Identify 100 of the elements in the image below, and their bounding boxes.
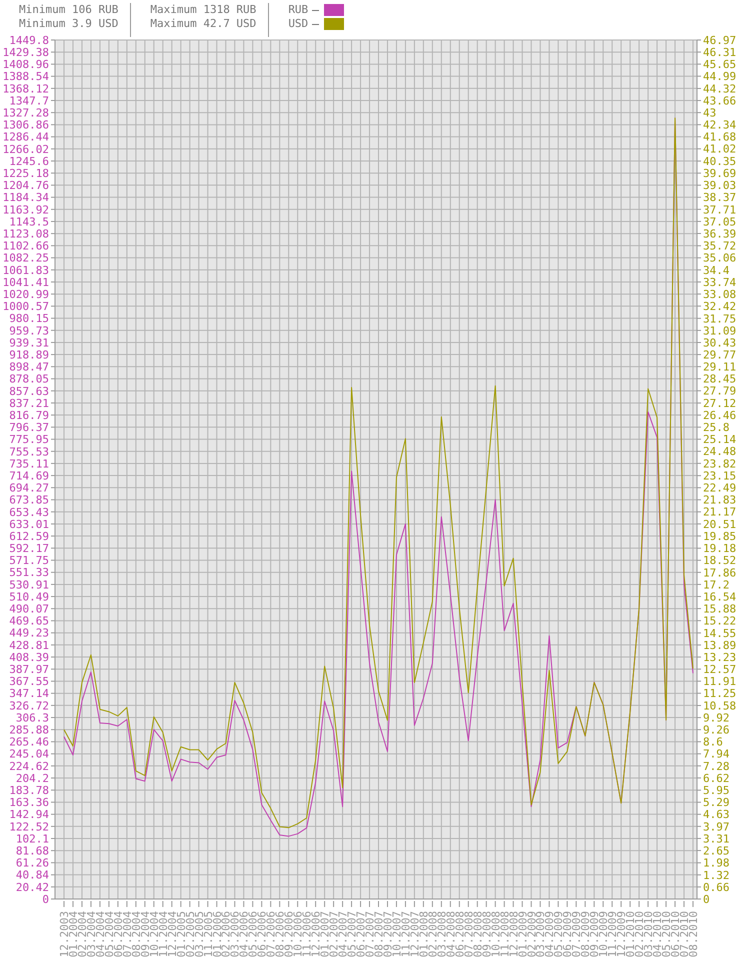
y-tick-label: 1041.41 bbox=[2, 276, 49, 289]
y-tick-label: 1061.83 bbox=[2, 264, 49, 277]
y2-tick-label: 35.72 bbox=[703, 240, 736, 253]
text: Maximum 1318 RUB bbox=[150, 3, 256, 17]
y-tick-label: 81.68 bbox=[16, 844, 49, 858]
y2-tick-label: 3.97 bbox=[703, 820, 730, 834]
y-tick-label: 449.23 bbox=[9, 626, 49, 640]
y-tick-label: 775.95 bbox=[9, 433, 49, 446]
y-tick-label: 1000.57 bbox=[2, 300, 49, 314]
y-tick-label: 163.36 bbox=[9, 796, 49, 810]
y-tick-label: 959.73 bbox=[9, 324, 49, 338]
y-tick-label: 326.72 bbox=[9, 699, 49, 712]
y2-tick-label: 6.62 bbox=[703, 772, 730, 785]
y2-tick-label: 26.46 bbox=[703, 408, 736, 422]
y2-tick-label: 15.22 bbox=[703, 614, 736, 628]
y-tick-label: 612.59 bbox=[9, 530, 49, 543]
y-tick-label: 408.39 bbox=[9, 650, 49, 664]
y-tick-label: 918.89 bbox=[9, 348, 49, 362]
y2-tick-label: 38.37 bbox=[703, 191, 736, 204]
y-tick-label: 1102.66 bbox=[2, 240, 49, 253]
y2-tick-label: 14.55 bbox=[703, 626, 736, 640]
y2-tick-label: 46.31 bbox=[703, 46, 736, 59]
y2-tick-label: 27.79 bbox=[703, 384, 736, 398]
y-tick-label: 1204.76 bbox=[2, 179, 49, 192]
y-tick-label: 1429.38 bbox=[2, 46, 49, 60]
y-tick-label: 245.04 bbox=[9, 748, 50, 761]
y-tick-label: 1347.7 bbox=[9, 94, 49, 108]
y-tick-label: 40.84 bbox=[16, 868, 50, 882]
y2-tick-label: 20.51 bbox=[703, 518, 736, 531]
y-tick-label: 1449.8 bbox=[9, 34, 49, 47]
y-tick-label: 653.43 bbox=[9, 506, 49, 519]
y2-tick-label: 24.48 bbox=[703, 445, 736, 458]
y2-tick-label: 31.09 bbox=[703, 324, 736, 338]
y-tick-label: 837.21 bbox=[9, 396, 49, 410]
y2-tick-label: 30.43 bbox=[703, 336, 736, 350]
y2-tick-label: 44.32 bbox=[703, 82, 736, 96]
y2-tick-label: 40.35 bbox=[703, 154, 736, 168]
y-tick-label: 61.26 bbox=[16, 856, 49, 870]
y-tick-label: 387.97 bbox=[9, 663, 49, 676]
y2-tick-label: 1.98 bbox=[703, 856, 730, 870]
y-tick-label: 1388.54 bbox=[2, 70, 50, 84]
y-tick-label: 1408.96 bbox=[2, 58, 49, 72]
y2-tick-label: 2.65 bbox=[703, 844, 730, 858]
y-tick-label: 939.31 bbox=[9, 336, 49, 350]
y-tick-label: 285.88 bbox=[9, 724, 49, 737]
y-tick-label: 1143.5 bbox=[9, 215, 49, 228]
y2-tick-label: 9.92 bbox=[703, 711, 730, 724]
y2-tick-label: 11.91 bbox=[703, 675, 736, 688]
y2-tick-label: 10.58 bbox=[703, 699, 736, 712]
y2-tick-label: 4.63 bbox=[703, 808, 730, 822]
y-tick-label: 551.33 bbox=[9, 566, 49, 580]
y2-tick-label: 17.86 bbox=[703, 566, 736, 580]
y-tick-label: 1020.99 bbox=[2, 288, 49, 301]
y2-tick-label: 32.42 bbox=[703, 300, 736, 313]
y2-tick-label: 46.97 bbox=[703, 34, 736, 47]
y-tick-label: 367.55 bbox=[9, 675, 49, 688]
y2-tick-label: 0 bbox=[703, 892, 710, 906]
y2-tick-label: 12.57 bbox=[703, 663, 736, 676]
y-tick-label: 673.85 bbox=[9, 494, 49, 507]
y2-tick-label: 9.26 bbox=[703, 724, 730, 737]
y2-tick-label: 13.89 bbox=[703, 638, 736, 652]
y-tick-label: 347.14 bbox=[9, 687, 50, 700]
legend-label: RUB bbox=[288, 3, 322, 17]
y2-tick-label: 29.77 bbox=[703, 348, 736, 362]
y2-tick-label: 34.4 bbox=[703, 264, 730, 277]
y-tick-label: 1082.25 bbox=[2, 252, 49, 265]
y2-tick-label: 7.28 bbox=[703, 760, 730, 773]
y2-tick-label: 28.45 bbox=[703, 372, 736, 386]
y2-tick-label: 43 bbox=[703, 106, 716, 120]
y-tick-label: 1225.18 bbox=[2, 166, 49, 180]
y-tick-label: 755.53 bbox=[9, 445, 49, 458]
y-tick-label: 735.11 bbox=[9, 457, 49, 470]
y2-tick-label: 41.68 bbox=[703, 130, 736, 144]
legend-label: USD bbox=[288, 17, 322, 31]
text: Minimum 3.9 USD bbox=[19, 17, 118, 31]
y-tick-label: 20.42 bbox=[16, 880, 49, 894]
text: Maximum 42.7 USD bbox=[150, 17, 256, 31]
y2-tick-label: 19.85 bbox=[703, 530, 736, 543]
y-tick-label: 306.3 bbox=[16, 711, 49, 724]
y2-tick-label: 39.03 bbox=[703, 179, 736, 192]
y-tick-label: 857.63 bbox=[9, 384, 49, 398]
y2-tick-label: 21.83 bbox=[703, 494, 736, 507]
y2-tick-label: 21.17 bbox=[703, 506, 736, 519]
y-tick-label: 510.49 bbox=[9, 590, 49, 604]
y-tick-label: 490.07 bbox=[9, 602, 49, 616]
y-tick-label: 1184.34 bbox=[2, 191, 50, 204]
y2-tick-label: 31.75 bbox=[703, 312, 736, 326]
y-tick-label: 1327.28 bbox=[2, 106, 49, 120]
y2-tick-label: 36.39 bbox=[703, 227, 736, 240]
y2-tick-label: 27.12 bbox=[703, 396, 736, 410]
y-tick-label: 224.62 bbox=[9, 760, 49, 773]
y-tick-label: 878.05 bbox=[9, 372, 49, 386]
y-tick-label: 1245.6 bbox=[9, 154, 49, 168]
y2-tick-label: 44.99 bbox=[703, 70, 736, 84]
y2-tick-label: 33.08 bbox=[703, 288, 736, 301]
y-tick-label: 122.52 bbox=[9, 820, 49, 834]
y-tick-label: 1266.02 bbox=[2, 142, 49, 156]
y2-tick-label: 0.66 bbox=[703, 880, 730, 894]
y-tick-label: 633.01 bbox=[9, 518, 49, 531]
y-tick-label: 898.47 bbox=[9, 360, 49, 374]
